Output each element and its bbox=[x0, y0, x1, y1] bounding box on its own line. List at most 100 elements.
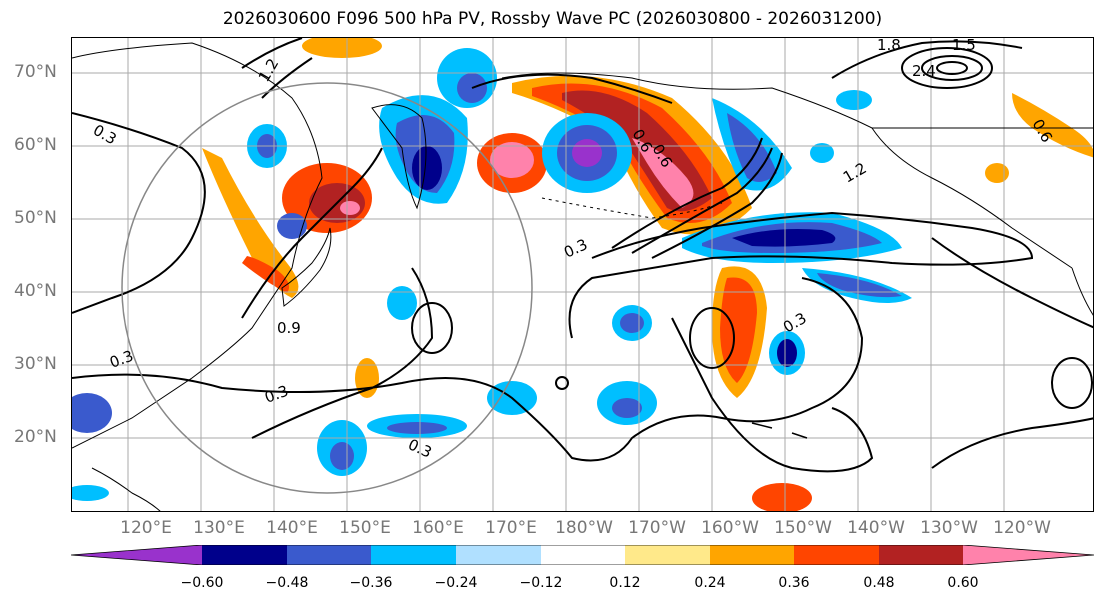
colorbar-segment-5 bbox=[456, 545, 541, 565]
anomaly-positive-canada bbox=[1012, 93, 1093, 158]
contour-high-2 bbox=[921, 55, 983, 81]
contour-closed-2 bbox=[689, 307, 735, 369]
lon-label-130w: 130°W bbox=[920, 518, 978, 538]
colorbar-segment-3 bbox=[287, 545, 371, 565]
colorbar-tick-5: −0.12 bbox=[519, 575, 563, 591]
colorbar-tick-1: −0.60 bbox=[180, 575, 224, 591]
colorbar-segment-10 bbox=[879, 545, 963, 565]
colorbar-tick-6: 0.12 bbox=[609, 575, 641, 591]
colorbar-tick-7: 0.24 bbox=[694, 575, 726, 591]
anomaly-negative-okhotsk-peak bbox=[412, 146, 442, 190]
contour-label-10: 0.3 bbox=[262, 382, 291, 407]
coast-northamerica bbox=[872, 127, 1093, 316]
colorbar-tick-2: −0.48 bbox=[265, 575, 309, 591]
anomaly-negative-scatter-3-core bbox=[612, 398, 642, 418]
anomaly-positive-eastasia-core bbox=[242, 256, 290, 293]
lon-label-160e: 160°E bbox=[412, 518, 464, 538]
contours bbox=[72, 38, 1093, 473]
contour-1 bbox=[72, 112, 206, 314]
anomaly-negative-scatter-6-core bbox=[330, 442, 354, 470]
lon-label-140w: 140°W bbox=[847, 518, 905, 538]
lon-label-130e: 130°E bbox=[193, 518, 245, 538]
contour-label-3: 1.8 bbox=[877, 38, 901, 54]
anomaly-negative-scatter-7 bbox=[387, 286, 417, 320]
contour-10 bbox=[931, 237, 1093, 329]
lon-label-170e: 170°E bbox=[485, 518, 537, 538]
colorbar-segments bbox=[71, 545, 1094, 565]
lat-label-50: 50°N bbox=[14, 208, 57, 228]
colorbar-segment-7 bbox=[625, 545, 710, 565]
colorbar-segment-9 bbox=[794, 545, 879, 565]
colorbar-tick-3: −0.36 bbox=[349, 575, 393, 591]
contour-label-7: 1.2 bbox=[840, 159, 870, 187]
contour-2 bbox=[72, 277, 864, 462]
contour-3 bbox=[241, 147, 383, 319]
contour-4 bbox=[568, 211, 1034, 339]
contour-high-3 bbox=[936, 61, 968, 75]
contour-high-1 bbox=[901, 47, 993, 89]
coast-kamchatka bbox=[371, 104, 427, 210]
lon-label-160w: 160°W bbox=[701, 518, 759, 538]
contour-9 bbox=[671, 317, 874, 473]
lon-label-150e: 150°E bbox=[339, 518, 391, 538]
anomaly-negative-gulf-peak bbox=[732, 229, 836, 247]
anomaly-negative-scatter-1-core bbox=[620, 313, 644, 333]
colorbar-tick-9: 0.48 bbox=[863, 575, 895, 591]
colorbar-segment-1 bbox=[71, 545, 202, 565]
contour-label-8: 0.9 bbox=[277, 319, 301, 337]
contour-14 bbox=[831, 40, 1023, 79]
region-circle bbox=[121, 82, 533, 494]
lon-label-120e: 120°E bbox=[120, 518, 172, 538]
contour-5 bbox=[611, 137, 763, 249]
colorbar-tick-10: 0.60 bbox=[947, 575, 979, 591]
colorbar-tick-8: 0.36 bbox=[778, 575, 810, 591]
anomaly-positive-japan-peak bbox=[340, 201, 360, 215]
contour-6 bbox=[631, 147, 773, 254]
anomaly-negative-scatter-11 bbox=[72, 485, 109, 501]
anomaly-positive-alaska-peak bbox=[632, 138, 694, 208]
contour-label-1: 1.2 bbox=[255, 55, 283, 85]
colorbar-segment-2 bbox=[202, 545, 287, 565]
colorbar-segment-6 bbox=[541, 545, 625, 565]
anomaly-negative-bering-peak bbox=[572, 139, 602, 167]
colorbar-segment-11 bbox=[963, 545, 1094, 565]
lat-label-40: 40°N bbox=[14, 281, 57, 301]
coast-japan bbox=[281, 227, 332, 307]
chart-title: 2026030600 F096 500 hPa PV, Rossby Wave … bbox=[222, 9, 883, 29]
coast-aleutians bbox=[541, 197, 723, 219]
anomaly-negative-scatter-10 bbox=[72, 393, 112, 433]
contour-label-4: 2.4 bbox=[912, 62, 936, 80]
anomaly-positive-topleft bbox=[302, 38, 382, 58]
colorbar bbox=[71, 545, 1094, 565]
lon-label-170w: 170°W bbox=[628, 518, 686, 538]
coast-alaska bbox=[501, 72, 1073, 269]
lon-label-140e: 140°E bbox=[266, 518, 318, 538]
contour-13 bbox=[241, 38, 313, 99]
map-canvas: 1.2 0.3 1.8 2.4 1.5 0.3 1.2 0.9 0.3 0.3 … bbox=[72, 38, 1093, 511]
contour-11 bbox=[931, 417, 1093, 469]
contour-12 bbox=[471, 73, 673, 104]
anomaly-negative-scatter-12 bbox=[836, 90, 872, 110]
lon-label-120w: 120°W bbox=[993, 518, 1051, 538]
colorbar-segment-4 bbox=[371, 545, 456, 565]
anomaly-negative-alaska-branch-core bbox=[727, 113, 777, 182]
lat-label-30: 30°N bbox=[14, 354, 57, 374]
contour-label-5: 1.5 bbox=[952, 38, 976, 54]
lat-label-60: 60°N bbox=[14, 135, 57, 155]
gridlines bbox=[72, 38, 1093, 511]
contour-closed-3 bbox=[1051, 357, 1093, 409]
colorbar-tick-4: −0.24 bbox=[434, 575, 478, 591]
colorbar-segment-8 bbox=[710, 545, 794, 565]
lon-label-150w: 150°W bbox=[774, 518, 832, 538]
anomaly-positive-kamchatka-core bbox=[490, 142, 534, 178]
anomaly-positive-small-3 bbox=[752, 483, 812, 511]
coast-philippines bbox=[91, 467, 161, 511]
lat-label-70: 70°N bbox=[14, 62, 57, 82]
contour-small-1 bbox=[555, 376, 569, 390]
anomaly-negative-east-core bbox=[817, 273, 902, 298]
anomaly-positive-small-2 bbox=[985, 163, 1009, 183]
anomaly-negative-scatter-13 bbox=[810, 143, 834, 163]
contour-closed-1 bbox=[411, 302, 453, 354]
lon-label-180w: 180°W bbox=[555, 518, 613, 538]
contour-7 bbox=[651, 152, 783, 259]
